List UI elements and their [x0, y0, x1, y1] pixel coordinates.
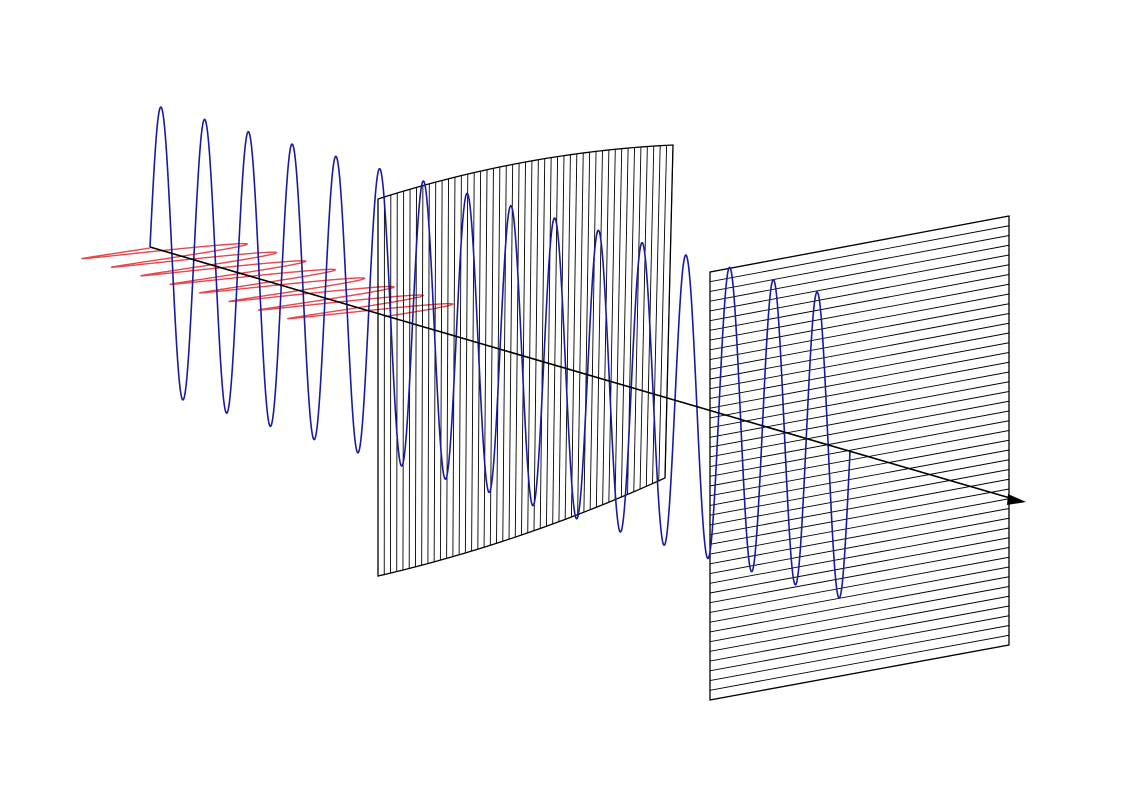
- propagation-axis-line: [149, 246, 1011, 499]
- horizontal-polarized-wave: [81, 242, 454, 320]
- propagation-axis: [149, 246, 1026, 505]
- horizontal-polarizer-frame: [709, 215, 1010, 701]
- horizontal-wave-layer: [81, 242, 454, 320]
- horizontal-polarizer-lines: [709, 215, 1010, 701]
- vertical-polarizer-frame: [377, 144, 674, 577]
- vertical-polarizer: [377, 144, 674, 577]
- propagation-arrowhead: [1007, 494, 1026, 505]
- horizontal-polarizer: [709, 215, 1010, 701]
- vertical-polarizer-lines: [377, 144, 674, 576]
